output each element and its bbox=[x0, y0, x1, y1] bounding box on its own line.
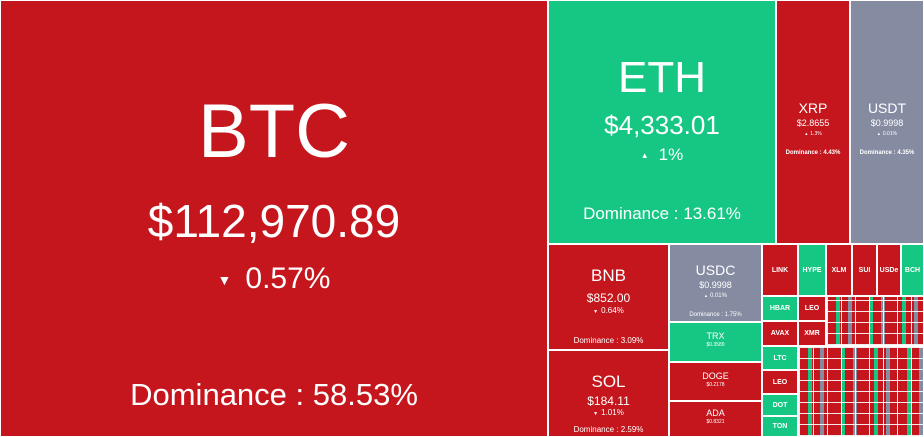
tile-symbol: SUI bbox=[858, 266, 871, 274]
tile-symbol: XLM bbox=[831, 266, 847, 274]
tile-dominance: Dominance : 3.09% bbox=[573, 336, 644, 345]
arrow-down-icon: ▼ bbox=[593, 309, 599, 315]
tile-avax[interactable]: AVAX bbox=[762, 321, 798, 346]
tile-symbol: DOT bbox=[772, 401, 788, 409]
tile-usdt[interactable]: USDT $0.9998 ▲ 0.01% Dominance : 4.35% bbox=[850, 0, 924, 244]
tile-hbar[interactable]: HBAR bbox=[762, 296, 798, 321]
tile-ada[interactable]: ADA $0.8321 bbox=[669, 401, 762, 437]
tile-trx[interactable]: TRX $0.3589 bbox=[669, 322, 762, 362]
tile-price: $112,970.89 bbox=[147, 195, 401, 247]
tile-symbol: USDC bbox=[695, 262, 736, 278]
tile-symbol: ADA bbox=[706, 408, 725, 418]
arrow-up-icon: ▲ bbox=[640, 150, 649, 160]
tile-dot[interactable]: DOT bbox=[762, 394, 798, 416]
arrow-up-icon: ▲ bbox=[876, 131, 881, 136]
tile-change: ▼ 0.57% bbox=[217, 262, 331, 295]
tile-sol[interactable]: SOL $184.11 ▼ 1.01% Dominance : 2.59% bbox=[548, 350, 669, 437]
tile-hype[interactable]: HYPE bbox=[798, 244, 826, 296]
tile-symbol: BTC bbox=[198, 89, 350, 174]
tile-symbol: HYPE bbox=[802, 266, 822, 274]
tile-symbol: BCH bbox=[904, 266, 921, 274]
arrow-down-icon: ▼ bbox=[593, 411, 599, 417]
tile-sui[interactable]: SUI bbox=[852, 244, 877, 296]
tile-xmr[interactable]: XMR bbox=[798, 321, 826, 346]
tile-price: $0.9998 bbox=[870, 118, 904, 128]
tile-symbol: TRX bbox=[706, 331, 725, 341]
tile-change: ▲ 1% bbox=[640, 145, 684, 164]
tile-bch[interactable]: BCH bbox=[901, 244, 924, 296]
tile-xlm[interactable]: XLM bbox=[826, 244, 852, 296]
small-coins-cluster[interactable] bbox=[798, 346, 924, 437]
tile-price: $0.9998 bbox=[699, 280, 732, 290]
tile-link[interactable]: LINK bbox=[762, 244, 798, 296]
tile-price: $184.11 bbox=[587, 394, 630, 408]
arrow-down-icon: ▼ bbox=[217, 272, 232, 289]
tile-btc[interactable]: BTC $112,970.89 ▼ 0.57% Dominance : 58.53… bbox=[0, 0, 548, 437]
tile-price: $4,333.01 bbox=[604, 110, 720, 140]
arrow-up-icon: ▲ bbox=[804, 131, 809, 136]
tile-price: $0.3589 bbox=[706, 342, 725, 348]
tile-usde[interactable]: USDe bbox=[877, 244, 901, 296]
tile-price: $852.00 bbox=[586, 291, 631, 305]
tile-change: ▼ 1.01% bbox=[593, 408, 624, 417]
tile-symbol: LEO bbox=[804, 305, 820, 312]
tile-ltc[interactable]: LTC bbox=[762, 346, 798, 370]
small-coins-cluster-upper[interactable] bbox=[826, 296, 924, 346]
tile-dominance: Dominance : 4.43% bbox=[785, 150, 841, 156]
tile-symbol: BNB bbox=[591, 266, 626, 285]
tile-usdc[interactable]: USDC $0.9998 ▲ 0.01% Dominance : 1.75% bbox=[669, 244, 762, 322]
arrow-up-icon: ▲ bbox=[704, 293, 708, 298]
tile-change: ▼ 0.64% bbox=[593, 306, 624, 315]
tile-price: $2.8655 bbox=[796, 118, 830, 128]
tile-symbol: DOGE bbox=[702, 371, 729, 381]
tile-dominance: Dominance : 1.75% bbox=[689, 312, 742, 318]
tile-leo[interactable]: LEO bbox=[798, 296, 826, 321]
tile-eth[interactable]: ETH $4,333.01 ▲ 1% Dominance : 13.61% bbox=[548, 0, 776, 244]
tile-change: ▲ 0.01% bbox=[704, 293, 727, 299]
tile-leo-2[interactable]: LEO bbox=[762, 370, 798, 394]
tile-price: $0.8321 bbox=[706, 419, 725, 425]
tile-dominance: Dominance : 58.53% bbox=[130, 377, 418, 412]
tile-symbol: AVAX bbox=[770, 330, 790, 337]
tile-price: $0.2178 bbox=[706, 382, 725, 388]
tile-bnb[interactable]: BNB $852.00 ▼ 0.64% Dominance : 3.09% bbox=[548, 244, 669, 350]
tile-dominance: Dominance : 4.35% bbox=[859, 150, 915, 156]
tile-symbol: SOL bbox=[591, 372, 626, 391]
tile-symbol: TON bbox=[772, 423, 788, 430]
tile-symbol: XMR bbox=[804, 330, 820, 337]
tile-symbol: XRP bbox=[798, 100, 828, 116]
tile-symbol: USDT bbox=[867, 100, 907, 116]
tile-dominance: Dominance : 13.61% bbox=[583, 204, 741, 223]
tile-symbol: LEO bbox=[772, 378, 788, 386]
tile-doge[interactable]: DOGE $0.2178 bbox=[669, 362, 762, 401]
tile-change: ▲ 1.3% bbox=[804, 131, 822, 137]
tile-dominance: Dominance : 2.59% bbox=[573, 425, 644, 434]
tile-symbol: HBAR bbox=[769, 305, 791, 312]
tile-symbol: LINK bbox=[771, 266, 789, 274]
tile-symbol: ETH bbox=[618, 53, 706, 102]
tile-xrp[interactable]: XRP $2.8655 ▲ 1.3% Dominance : 4.43% bbox=[776, 0, 850, 244]
tile-ton[interactable]: TON bbox=[762, 416, 798, 437]
tile-symbol: USDe bbox=[879, 266, 899, 274]
tile-symbol: LTC bbox=[773, 354, 787, 362]
tile-change: ▲ 0.01% bbox=[876, 131, 898, 137]
